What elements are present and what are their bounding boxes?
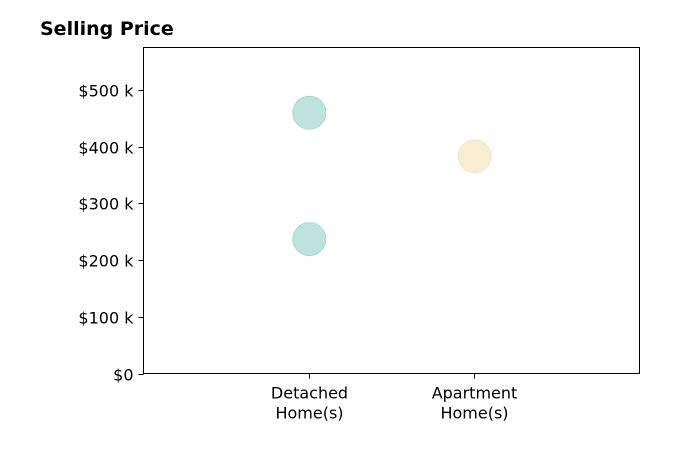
x-axis: Detached Home(s)Apartment Home(s) [271,373,518,423]
x-tick-label-line: Detached [271,384,348,403]
plot-area [143,47,640,374]
data-point [292,222,327,257]
data-point [292,95,327,130]
y-tick-label: $500 k [78,82,134,101]
scatter-points [292,95,492,257]
data-point [457,139,492,174]
x-tick-label: Detached Home(s) [271,384,348,423]
y-tick-label: $200 k [78,252,134,271]
y-tick-label: $300 k [78,195,134,214]
y-tick-label: $0 [113,366,133,385]
y-axis: $0 $100 k $200 k $300 k $400 k $500 k [78,82,144,385]
y-tick-label: $400 k [78,139,134,158]
x-tick-label-line: Home(s) [275,404,343,423]
y-tick-label: $100 k [78,309,134,328]
x-tick-label-line: Apartment [432,384,518,403]
chart-title: Selling Price [40,18,174,40]
x-tick-label: Apartment Home(s) [432,384,518,423]
x-tick-label-line: Home(s) [440,404,508,423]
